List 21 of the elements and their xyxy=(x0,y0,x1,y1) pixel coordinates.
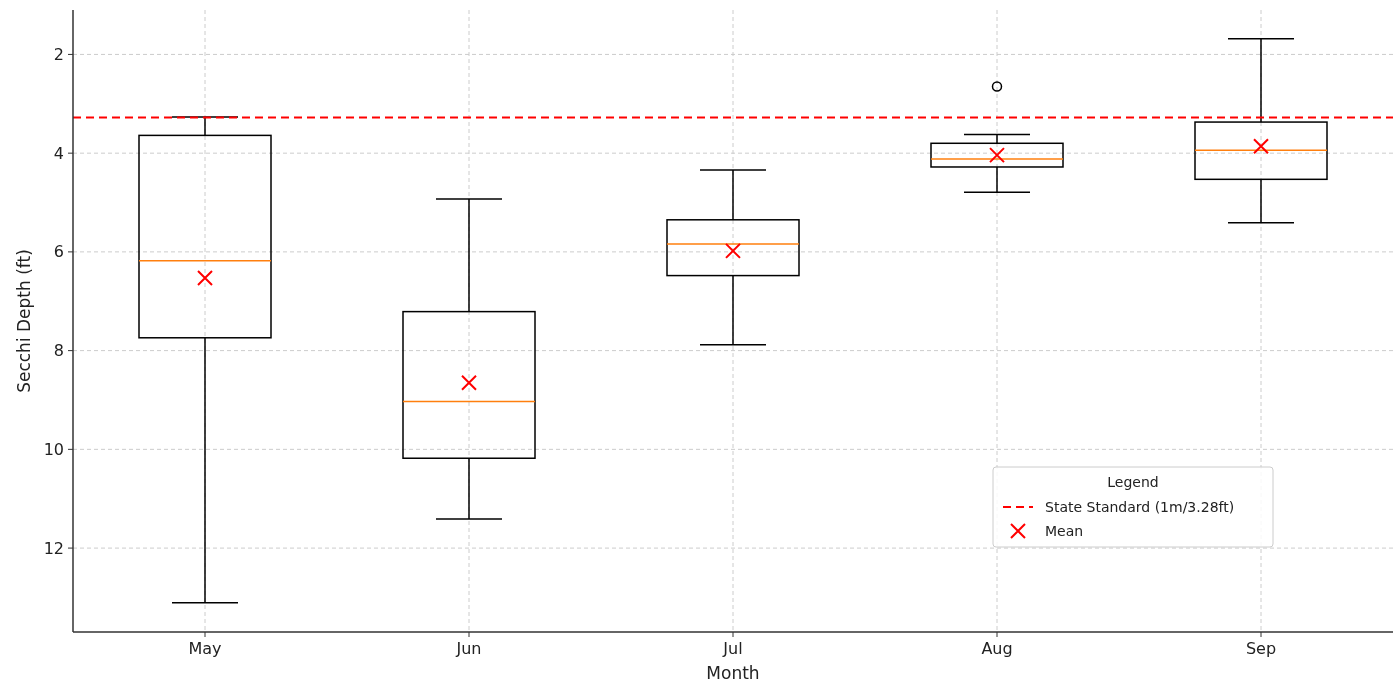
y-tick-label: 12 xyxy=(43,538,64,558)
x-tick-label: Jun xyxy=(455,639,482,658)
x-tick-label: Jul xyxy=(722,639,743,658)
y-axis-title: Secchi Depth (ft) xyxy=(14,249,34,393)
y-tick-label: 2 xyxy=(53,45,64,65)
legend-label: Mean xyxy=(1045,522,1084,539)
x-tick-label: Sep xyxy=(1245,639,1277,658)
point xyxy=(1253,138,1269,155)
y-tick-label: 4 xyxy=(53,143,64,163)
legend-title: Legend xyxy=(1107,474,1159,490)
point xyxy=(989,147,1005,164)
x-tick-label: Aug xyxy=(981,639,1013,658)
legend-label: State Standard (1m/3.28ft) xyxy=(1045,498,1235,515)
x-tick-label: May xyxy=(188,639,222,658)
y-tick-label: 8 xyxy=(53,341,64,361)
point xyxy=(461,374,477,391)
y-tick-label: 10 xyxy=(43,439,64,459)
point xyxy=(197,270,213,287)
x-axis-title: Month xyxy=(706,663,760,683)
y-tick-label: 6 xyxy=(53,242,64,262)
point xyxy=(725,242,741,259)
